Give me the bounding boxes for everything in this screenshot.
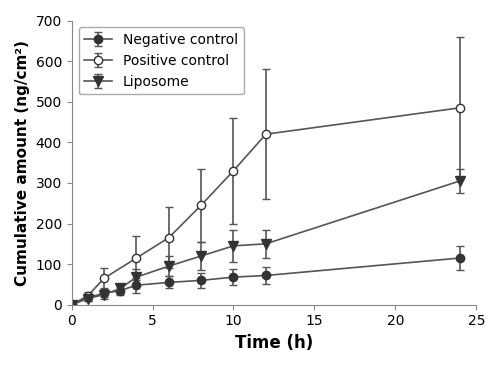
Y-axis label: Cumulative amount (ng/cm²): Cumulative amount (ng/cm²) xyxy=(15,40,30,286)
Legend: Negative control, Positive control, Liposome: Negative control, Positive control, Lipo… xyxy=(78,28,243,94)
X-axis label: Time (h): Time (h) xyxy=(235,334,313,352)
